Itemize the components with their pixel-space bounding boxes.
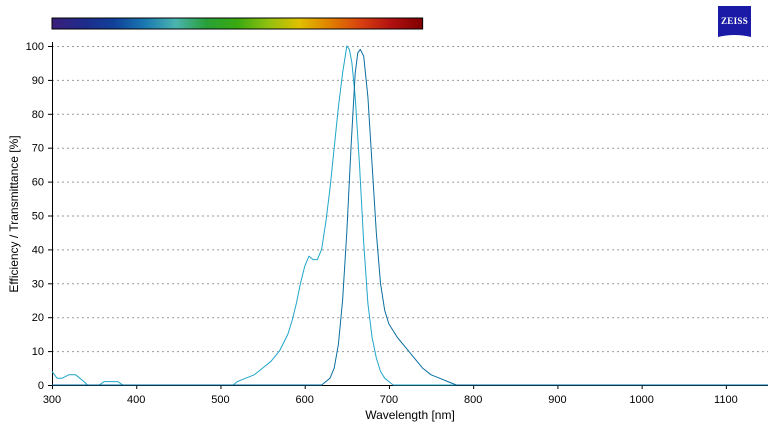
x-tick-label: 1000: [629, 394, 653, 406]
series-line-2: [52, 48, 768, 386]
spectrum-color-bar: [51, 17, 424, 30]
y-tick-label: 20: [32, 312, 44, 324]
y-tick-label: 70: [32, 143, 44, 155]
y-tick-label: 90: [32, 75, 44, 87]
logo-badge: [718, 6, 751, 37]
grid-lines: [52, 46, 768, 353]
x-tick-labels: 300 400 500 600 700 800 900 1000 1100: [43, 394, 738, 406]
zeiss-logo: ZEISS: [718, 6, 751, 37]
x-tick-label: 500: [211, 394, 229, 406]
x-tick-label: 700: [380, 394, 398, 406]
y-tick-label: 100: [26, 41, 44, 53]
y-tick-label: 60: [32, 177, 44, 189]
data-series: [51, 45, 768, 386]
series-line-1: [51, 45, 768, 386]
x-tick-label: 600: [296, 394, 314, 406]
y-tick-label: 40: [32, 244, 44, 256]
logo-text: ZEISS: [721, 16, 748, 26]
x-tick-label: 300: [43, 394, 61, 406]
x-tick-label: 800: [464, 394, 482, 406]
y-tick-label: 80: [32, 109, 44, 121]
y-tick-label: 30: [32, 278, 44, 290]
y-tick-labels: 0 10 20 30 40 50 60 70 80 90 100: [26, 41, 44, 392]
x-tick-label: 900: [548, 394, 566, 406]
y-tick-label: 50: [32, 211, 44, 223]
x-tick-label: 400: [127, 394, 145, 406]
x-axis-title: Wavelength [nm]: [365, 408, 455, 422]
y-axis-title: Efficiency / Transmittance [%]: [7, 135, 21, 292]
y-tick-label: 10: [32, 346, 44, 358]
y-tick-label: 0: [38, 380, 44, 392]
spectrum-bar: [51, 17, 424, 30]
x-tick-label: 1100: [714, 394, 738, 406]
